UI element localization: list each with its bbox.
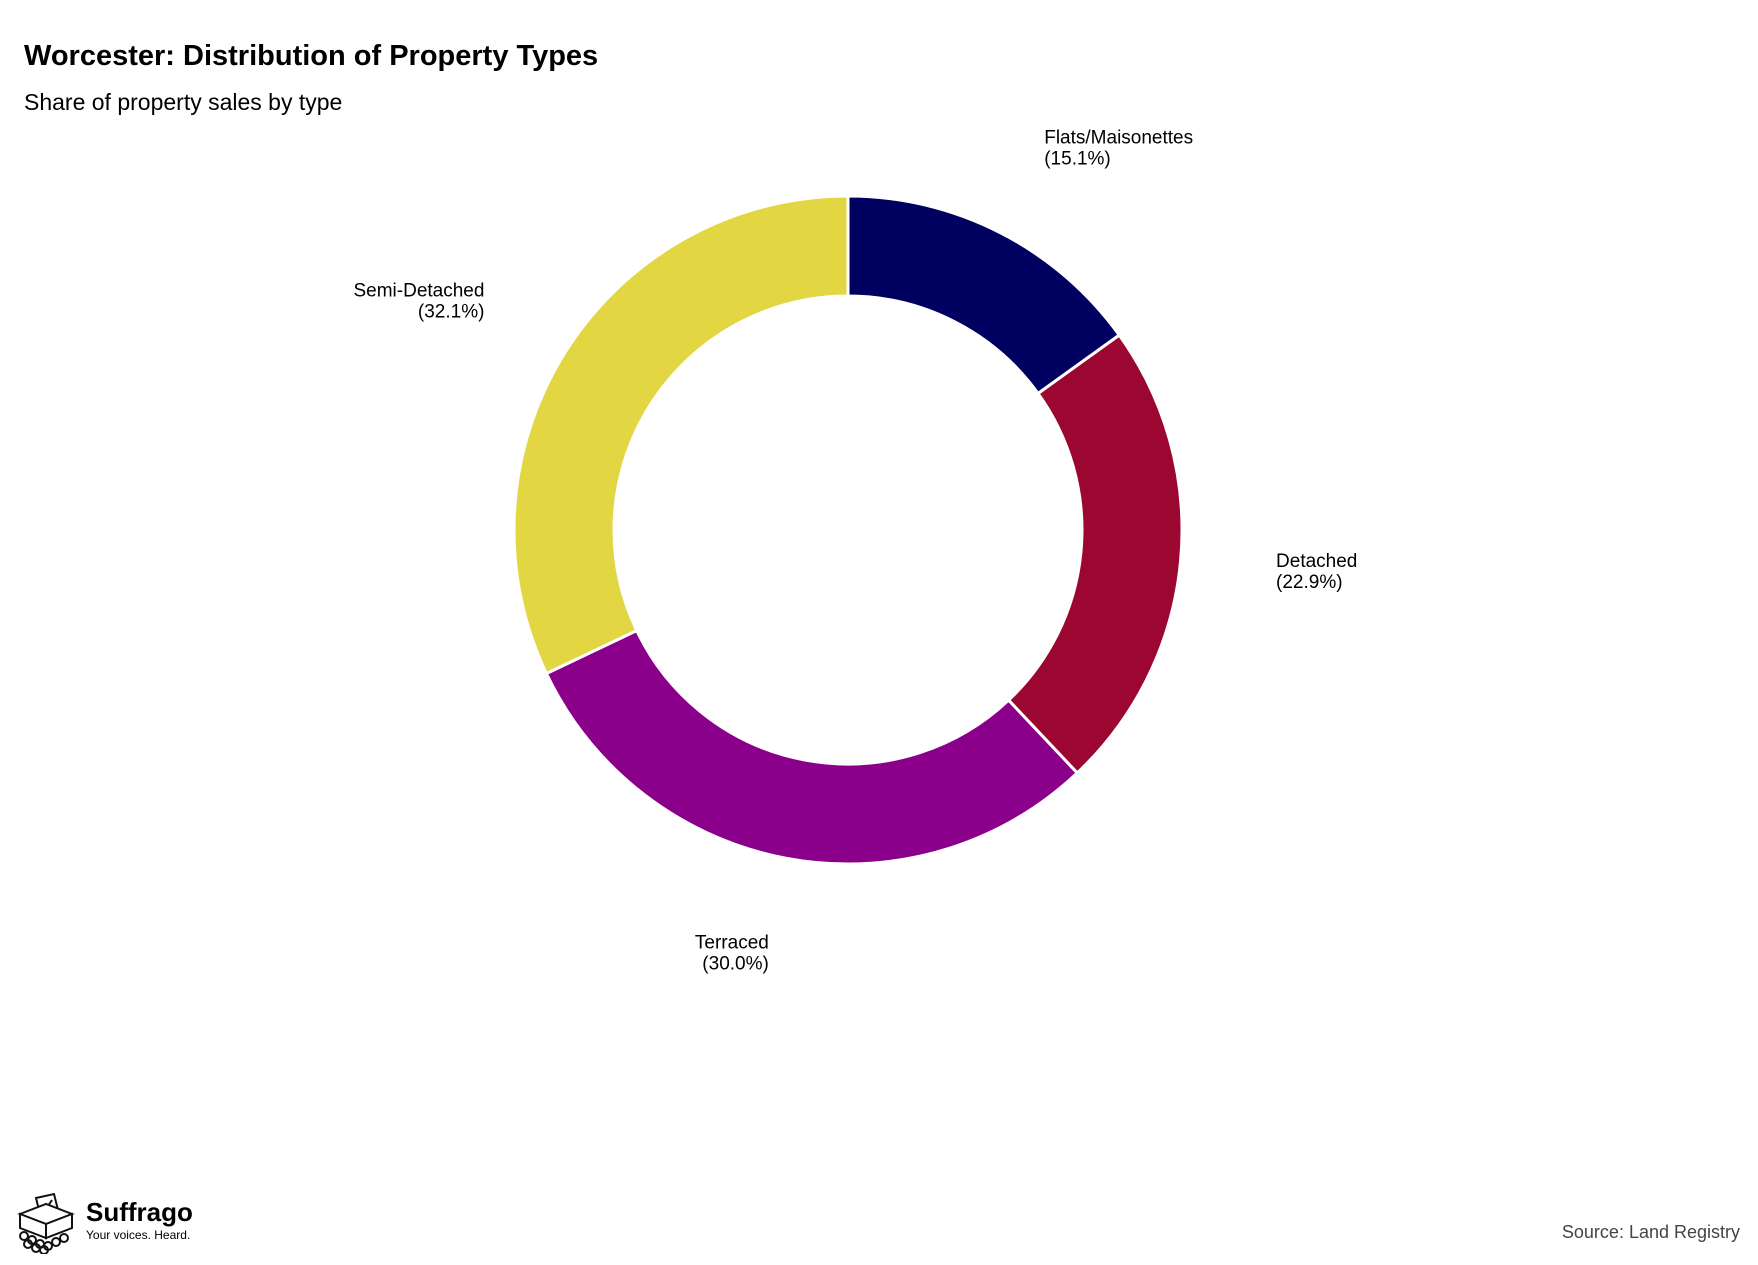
slice-detached — [1006, 333, 1184, 776]
slice-label: Terraced (30.0%) — [695, 933, 769, 975]
source-note: Source: Land Registry — [1561, 1222, 1740, 1242]
ballot-box-icon — [17, 1192, 75, 1254]
chart-title: Worcester: Distribution of Property Type… — [24, 40, 599, 72]
slice-label-name: Semi-Detached — [353, 280, 484, 301]
slice-label: Flats/Maisonettes (15.1%) — [1044, 127, 1193, 169]
slice-label-name: Terraced — [695, 933, 769, 954]
slice-label-value: (30.0%) — [702, 954, 769, 975]
slice-label-name: Flats/Maisonettes — [1044, 127, 1193, 148]
slice-label-name: Detached — [1276, 551, 1357, 572]
brand-name: Suffrago — [86, 1197, 193, 1227]
slice-label-value: (22.9%) — [1276, 572, 1343, 593]
chart-subtitle: Share of property sales by type — [24, 89, 343, 115]
slice-label: Detached (22.9%) — [1276, 551, 1357, 593]
slice-terraced — [544, 628, 1080, 866]
suffrago-logo: Suffrago Your voices. Heard. — [14, 1190, 193, 1254]
slice-label-value: (32.1%) — [418, 301, 485, 322]
brand-tagline: Your voices. Heard. — [86, 1228, 191, 1242]
slice-semi-detached — [512, 194, 850, 676]
slice-label: Semi-Detached (32.1%) — [353, 280, 484, 322]
slice-label-value: (15.1%) — [1044, 148, 1111, 169]
